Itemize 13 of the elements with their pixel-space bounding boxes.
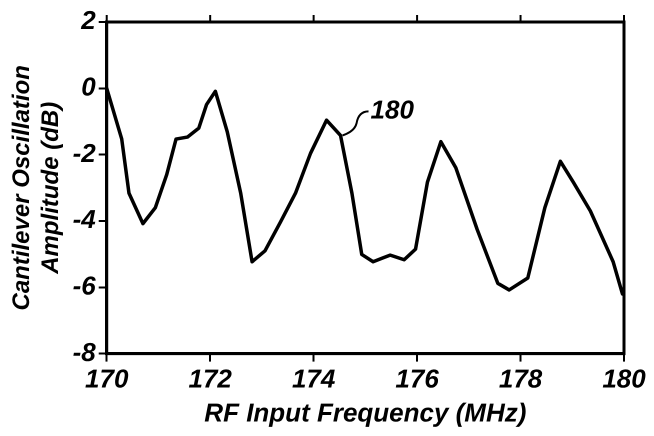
x-tick-label: 180 <box>602 363 646 394</box>
x-tick-label: 176 <box>395 363 440 394</box>
x-axis-title: RF Input Frequency (MHz) <box>204 398 526 428</box>
x-tick-label: 174 <box>292 363 336 394</box>
y-tick-label: 0 <box>81 71 96 102</box>
y-tick-label: -2 <box>72 138 96 168</box>
annotation: 180 <box>370 94 414 125</box>
y-tick-label: -6 <box>72 270 96 300</box>
y-axis-title: Cantilever Oscillation Amplitude (dB) <box>8 65 64 311</box>
y-tick-label: -4 <box>72 204 96 234</box>
y-tick-label: 2 <box>80 5 96 36</box>
x-tick-label: 178 <box>498 363 543 394</box>
x-tick-label: 172 <box>188 363 232 394</box>
